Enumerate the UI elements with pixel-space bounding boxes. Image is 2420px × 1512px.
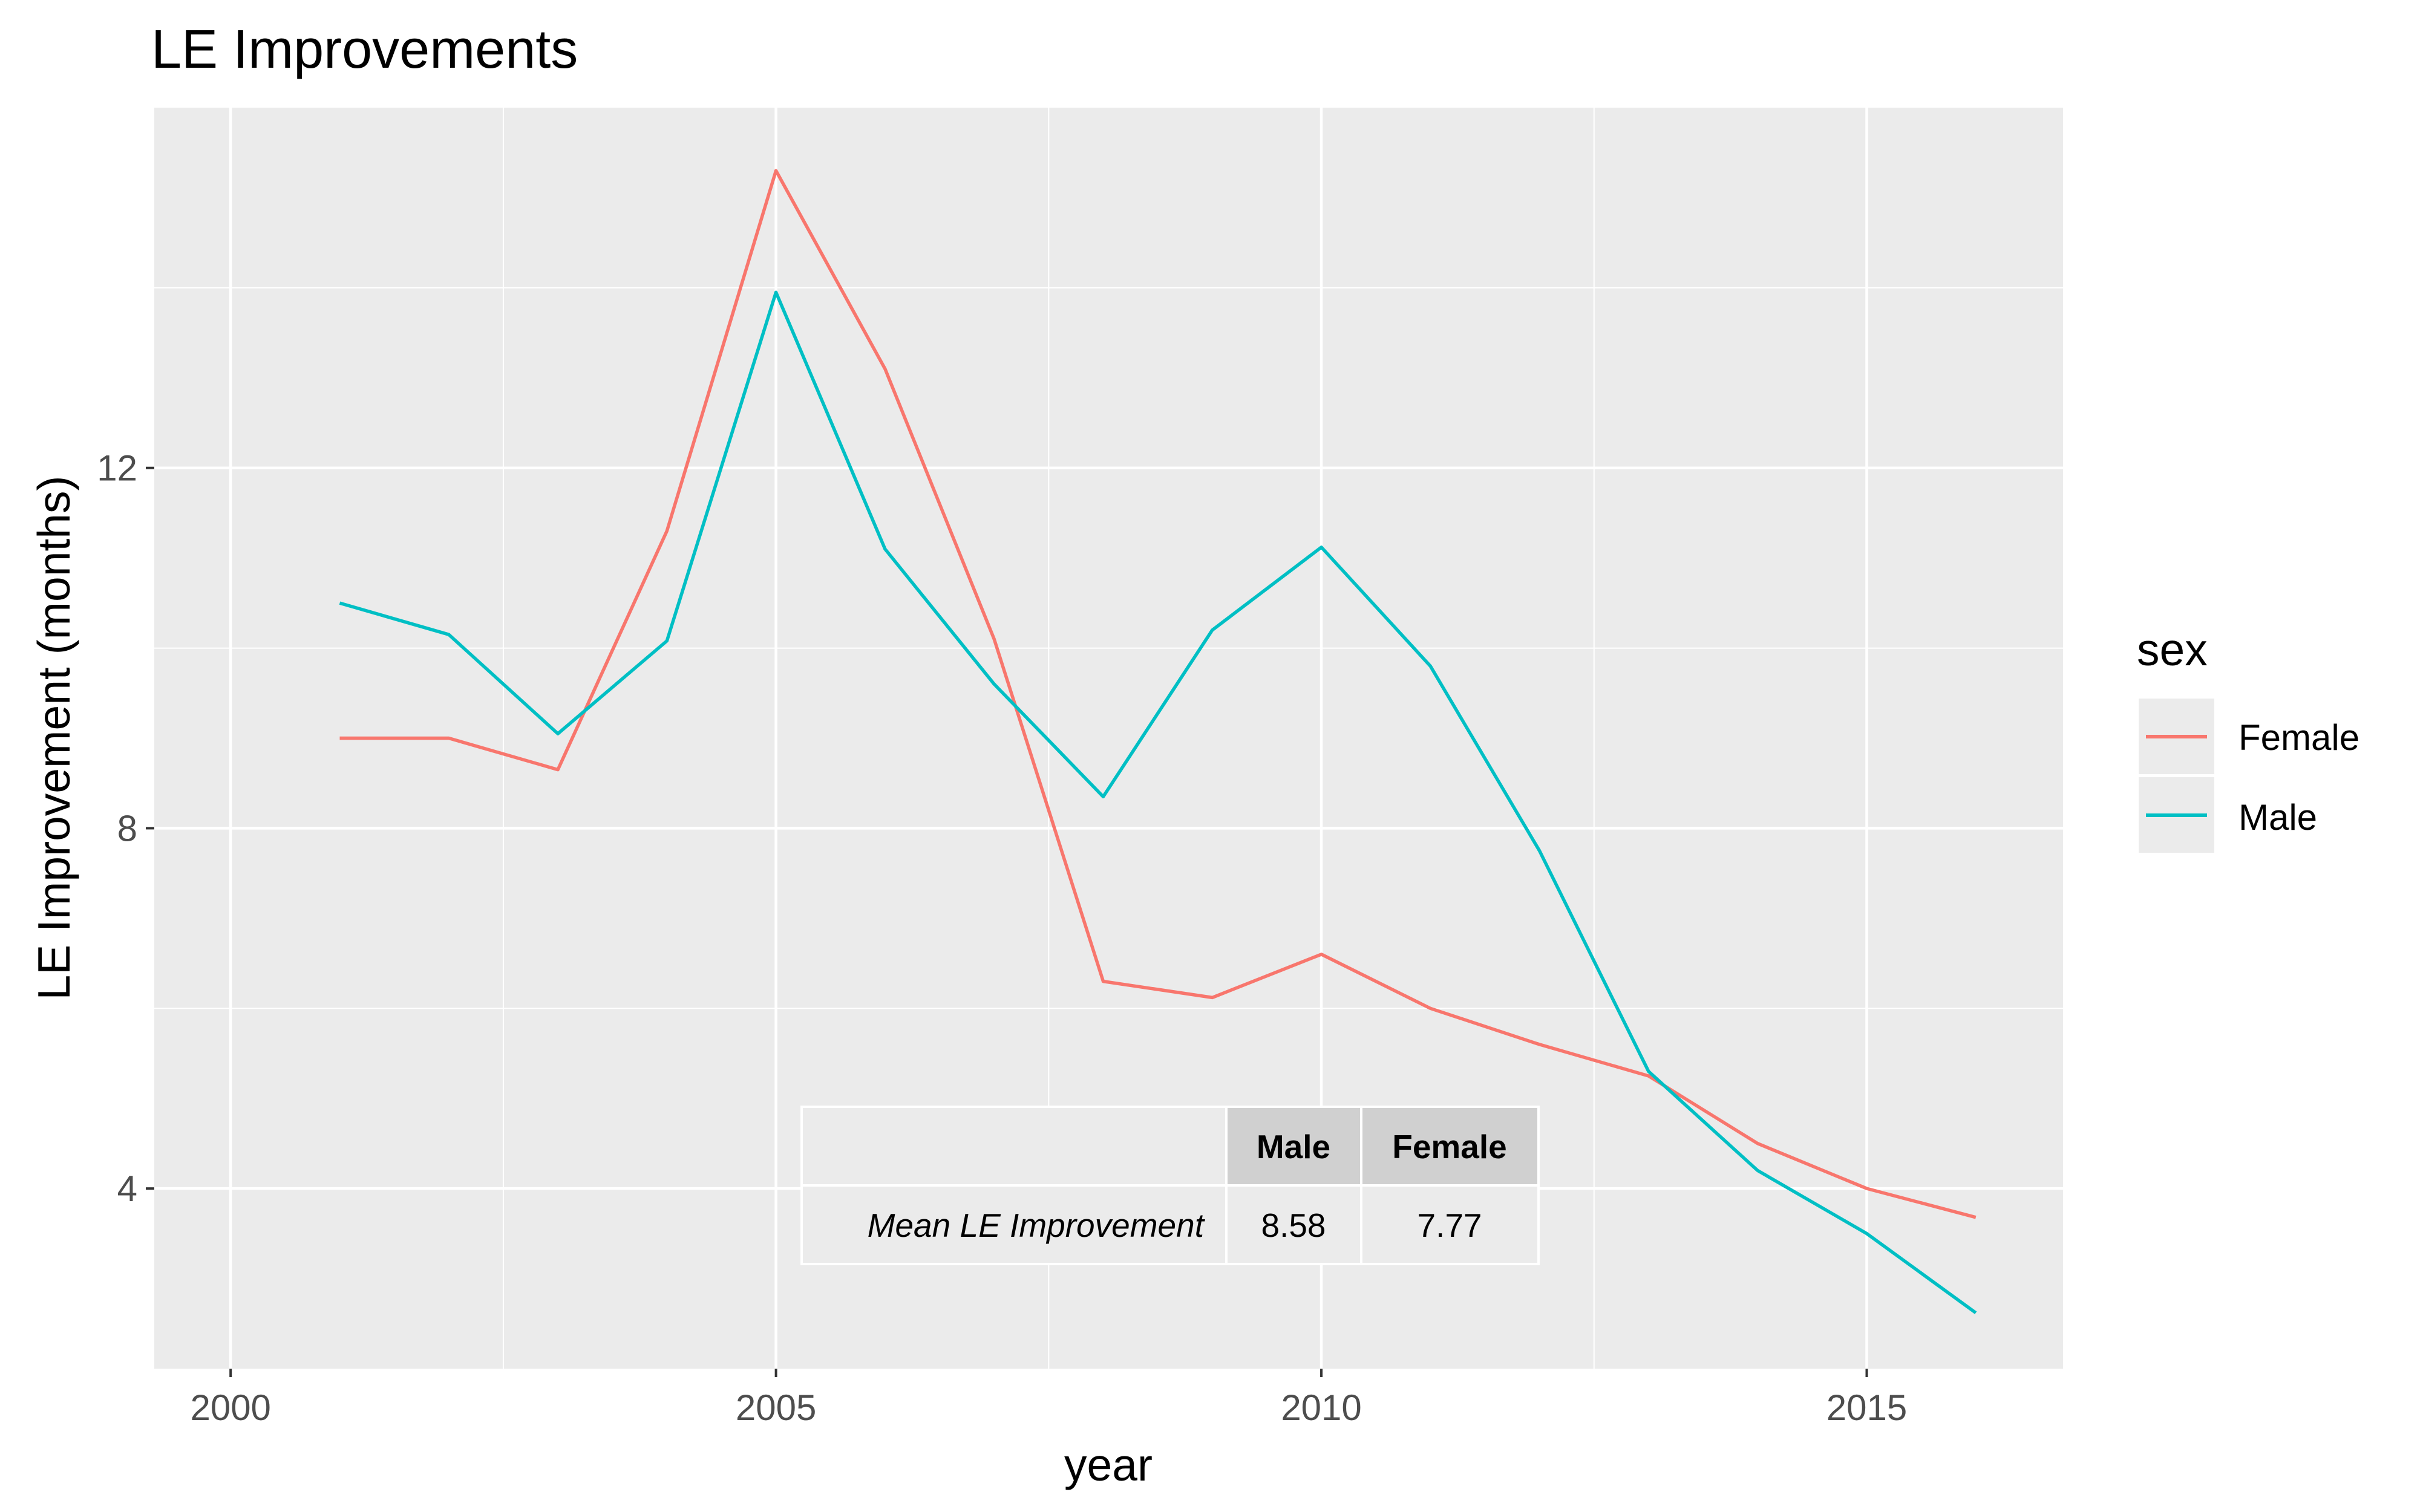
table-row-label-cell [800,1184,1228,1265]
table-row-label: Mean LE Improvement [868,1207,1206,1244]
x-axis-ticks: 2000 2005 2010 2015 [190,1369,1907,1428]
x-tick-label: 2005 [736,1387,816,1428]
table-corner-cell [800,1106,1228,1187]
x-tick-label: 2000 [190,1387,270,1428]
table-header-male: Male [1257,1128,1330,1165]
table-value-cell-male [1225,1184,1362,1265]
table-value-cell-female [1360,1184,1540,1265]
summary-table: Male Female Mean LE Improvement 8.58 7.7… [800,1106,1540,1265]
legend: sex Female Male [2137,624,2360,853]
x-tick-label: 2015 [1826,1387,1907,1428]
series-line-female [339,169,1977,1219]
legend-label-male: Male [2238,797,2317,838]
series-lines [339,169,1977,1314]
y-tick-label: 12 [97,448,137,489]
series-line-male [339,290,1977,1314]
y-axis-title: LE Improvement (months) [28,476,79,1000]
table-header-female: Female [1392,1128,1507,1165]
y-tick-label: 8 [117,808,137,849]
y-axis-ticks: 4 8 12 [97,448,154,1209]
x-axis-title: year [1064,1439,1153,1490]
y-tick-label: 4 [117,1168,137,1209]
legend-label-female: Female [2238,717,2360,758]
table-value-male: 8.58 [1261,1207,1326,1244]
chart-title: LE Improvements [151,19,578,80]
x-tick-label: 2010 [1281,1387,1361,1428]
table-value-female: 7.77 [1417,1207,1482,1244]
legend-title: sex [2137,624,2208,675]
table-header-cell-female [1360,1106,1540,1187]
